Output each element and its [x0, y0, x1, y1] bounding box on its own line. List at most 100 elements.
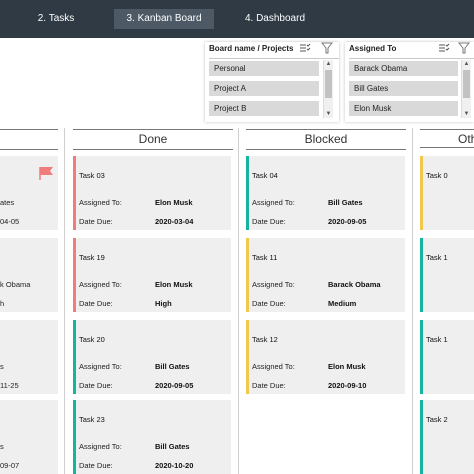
tab-dashboard[interactable]: 4. Dashboard	[244, 13, 306, 24]
task-card[interactable]: k Obama h	[0, 238, 58, 312]
assigned-value: Bill Gates	[155, 362, 190, 371]
task-title: Task 1	[426, 335, 448, 344]
task-card[interactable]: Task 0	[420, 156, 474, 230]
board-slicer-header: Board name / Projects	[209, 42, 339, 59]
status-bar	[246, 320, 249, 394]
due-value: 2020-09-05	[155, 381, 194, 390]
multi-select-icon[interactable]	[438, 42, 450, 54]
status-bar	[73, 400, 76, 474]
column-header-other: Oth	[420, 129, 474, 148]
slicer-item-project-b[interactable]: Project B	[209, 101, 319, 116]
due-value: High	[155, 299, 172, 308]
task-title: Task 2	[426, 415, 448, 424]
board-slicer: Board name / Projects Personal Project A…	[205, 42, 339, 122]
column-header-done: Done	[73, 129, 233, 150]
task-card[interactable]: Task 03 Assigned To: Elon Musk Date Due:…	[73, 156, 231, 230]
due-label: Date Due:	[79, 299, 113, 308]
flag-icon	[39, 167, 53, 180]
slicer-item-personal[interactable]: Personal	[209, 61, 319, 76]
assigned-label: Assigned To:	[79, 198, 122, 207]
task-title: Task 20	[79, 335, 105, 344]
status-bar	[420, 320, 423, 394]
due-value: h	[0, 299, 5, 308]
task-card[interactable]: Task 20 Assigned To: Bill Gates Date Due…	[73, 320, 231, 394]
scroll-up-icon[interactable]: ▲	[325, 61, 332, 67]
assigned-label: Assigned To:	[79, 442, 122, 451]
slicer-item-elon-musk[interactable]: Elon Musk	[349, 101, 458, 116]
assigned-value: Barack Obama	[328, 280, 381, 289]
assigned-value: Elon Musk	[328, 362, 366, 371]
board-slicer-scrollbar[interactable]: ▲ ▼	[323, 60, 333, 118]
due-value: 2020-10-20	[155, 461, 194, 470]
assigned-slicer-title: Assigned To	[349, 44, 397, 53]
tab-tasks[interactable]: 2. Tasks	[37, 13, 75, 24]
tab-kanban-board[interactable]: 3. Kanban Board	[114, 9, 214, 29]
task-card[interactable]: Task 23 Assigned To: Bill Gates Date Due…	[73, 400, 231, 474]
assigned-slicer-header: Assigned To	[349, 42, 474, 59]
clear-filter-icon[interactable]	[321, 42, 333, 54]
column-divider	[238, 128, 239, 474]
due-label: Date Due:	[252, 299, 286, 308]
task-title: Task 11	[252, 253, 278, 262]
assigned-value: Bill Gates	[328, 198, 363, 207]
board-slicer-title: Board name / Projects	[209, 44, 294, 53]
status-bar	[246, 156, 249, 230]
assigned-value: k Obama	[0, 280, 31, 289]
task-title: Task 23	[79, 415, 105, 424]
task-title: Task 12	[252, 335, 278, 344]
task-card[interactable]: s 11-25	[0, 320, 58, 394]
assigned-label: Assigned To:	[79, 280, 122, 289]
scroll-thumb[interactable]	[325, 70, 332, 98]
task-title: Task 0	[426, 171, 448, 180]
task-card[interactable]: Task 11 Assigned To: Barack Obama Date D…	[246, 238, 405, 312]
multi-select-icon[interactable]	[299, 42, 311, 54]
slicer-item-bill-gates[interactable]: Bill Gates	[349, 81, 458, 96]
task-title: Task 1	[426, 253, 448, 262]
task-title: Task 03	[79, 171, 105, 180]
task-card[interactable]: Task 1	[420, 320, 474, 394]
slicer-item-project-a[interactable]: Project A	[209, 81, 319, 96]
due-value: 09-07	[0, 461, 20, 470]
due-label: Date Due:	[79, 217, 113, 226]
task-card[interactable]: Task 1	[420, 238, 474, 312]
due-value: 2020-03-04	[155, 217, 194, 226]
status-bar	[420, 156, 423, 230]
scroll-down-icon[interactable]: ▼	[463, 111, 470, 117]
task-card[interactable]: Task 19 Assigned To: Elon Musk Date Due:…	[73, 238, 231, 312]
status-bar	[246, 238, 249, 312]
column-header-partial	[0, 129, 58, 150]
task-card[interactable]: Task 04 Assigned To: Bill Gates Date Due…	[246, 156, 405, 230]
scroll-thumb[interactable]	[463, 70, 470, 98]
assigned-label: Assigned To:	[252, 362, 295, 371]
task-card[interactable]: s 09-07	[0, 400, 58, 474]
assigned-value: Bill Gates	[155, 442, 190, 451]
assigned-value: Elon Musk	[155, 198, 193, 207]
column-divider	[412, 128, 413, 474]
task-card[interactable]: ates 04-05	[0, 156, 58, 230]
assigned-label: Assigned To:	[252, 280, 295, 289]
scroll-up-icon[interactable]: ▲	[463, 61, 470, 67]
assigned-value: s	[0, 362, 4, 371]
task-title: Task 19	[79, 253, 105, 262]
assigned-value: ates	[0, 198, 15, 207]
assigned-value: s	[0, 442, 4, 451]
assigned-slicer: Assigned To Barack Obama Bill Gates Elon…	[345, 42, 474, 122]
due-value: Medium	[328, 299, 357, 308]
scroll-down-icon[interactable]: ▼	[325, 111, 332, 117]
assigned-slicer-scrollbar[interactable]: ▲ ▼	[461, 60, 471, 118]
top-nav: 2. Tasks 3. Kanban Board 4. Dashboard	[0, 0, 474, 38]
due-label: Date Due:	[252, 217, 286, 226]
assigned-label: Assigned To:	[252, 198, 295, 207]
task-card[interactable]: Task 12 Assigned To: Elon Musk Date Due:…	[246, 320, 405, 394]
due-label: Date Due:	[79, 381, 113, 390]
due-value: 2020-09-05	[328, 217, 367, 226]
clear-filter-icon[interactable]	[458, 42, 470, 54]
assigned-value: Elon Musk	[155, 280, 193, 289]
slicer-item-barack-obama[interactable]: Barack Obama	[349, 61, 458, 76]
status-bar	[73, 238, 76, 312]
column-divider	[64, 128, 65, 474]
task-title: Task 04	[252, 171, 278, 180]
task-card[interactable]: Task 2	[420, 400, 474, 474]
status-bar	[420, 238, 423, 312]
status-bar	[73, 156, 76, 230]
